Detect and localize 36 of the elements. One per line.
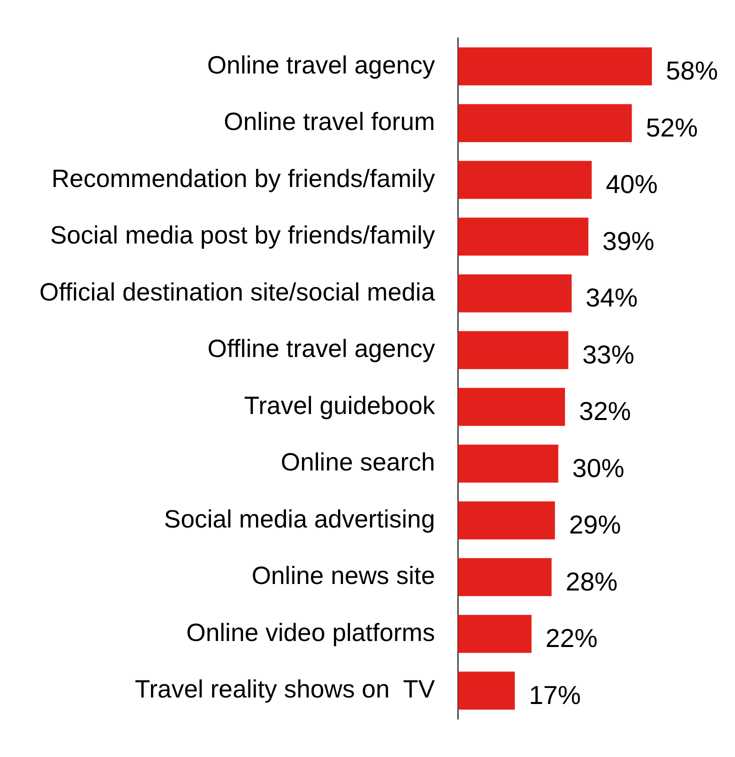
- bar: [458, 558, 552, 596]
- y-tick-label: Online video platforms: [186, 618, 435, 647]
- data-label: 29%: [568, 510, 621, 540]
- bar: [458, 274, 572, 312]
- y-tick-label: Travel reality shows on TV: [134, 676, 436, 704]
- data-label: 39%: [602, 226, 654, 256]
- data-label: 28%: [566, 566, 618, 596]
- data-label: 34%: [586, 282, 638, 313]
- y-tick-label: Recommendation by friends/family: [52, 164, 436, 193]
- data-label: 33%: [582, 339, 634, 370]
- bar: [458, 388, 565, 426]
- y-tick-label: Online travel forum: [224, 108, 435, 136]
- bar: [458, 331, 568, 370]
- data-label: 22%: [546, 623, 598, 654]
- y-tick-label: Social media post by friends/family: [50, 222, 436, 250]
- bar: [458, 444, 558, 483]
- data-label: 40%: [606, 169, 658, 200]
- bar: [458, 501, 555, 540]
- data-label: 30%: [572, 452, 624, 483]
- bar: [458, 104, 632, 142]
- y-tick-label: Offline travel agency: [208, 335, 436, 364]
- data-label: 58%: [666, 56, 718, 86]
- bar: [458, 614, 532, 653]
- y-tick-label: Travel guidebook: [244, 392, 436, 420]
- y-tick-label: Online news site: [252, 562, 435, 590]
- y-tick-label: Official destination site/social media: [39, 278, 436, 306]
- bar: [458, 160, 592, 199]
- bar: [458, 672, 515, 710]
- data-label: 17%: [528, 680, 581, 710]
- data-label: 52%: [646, 112, 698, 142]
- data-label: 32%: [578, 396, 632, 426]
- y-tick-label: Online travel agency: [207, 51, 436, 80]
- y-tick-label: Online search: [280, 448, 435, 477]
- bar: [458, 47, 652, 86]
- bar: [458, 218, 588, 256]
- y-tick-label: Social media advertising: [164, 505, 435, 534]
